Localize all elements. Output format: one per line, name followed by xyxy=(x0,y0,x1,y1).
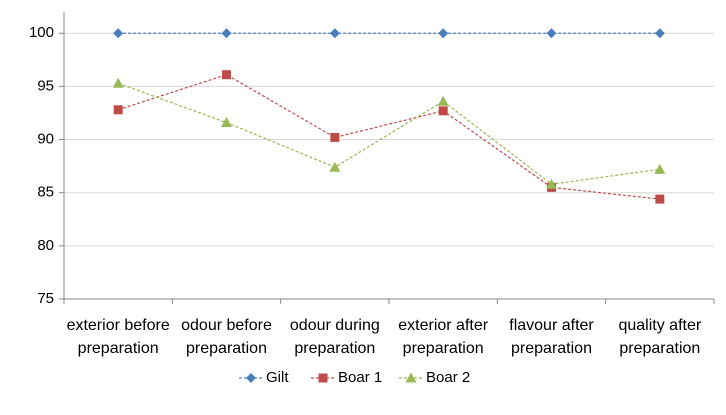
x-tick-label: odour before preparation xyxy=(181,317,272,357)
marker xyxy=(221,117,232,128)
marker xyxy=(438,28,449,39)
marker xyxy=(546,28,557,39)
marker xyxy=(318,373,328,383)
marker xyxy=(329,28,340,39)
x-tick-label: exterior before preparation xyxy=(66,317,170,357)
x-tick-label: flavour after preparation xyxy=(509,317,594,357)
marker xyxy=(112,77,124,88)
marker xyxy=(437,95,449,106)
y-tick-label: 75 xyxy=(37,290,54,307)
marker xyxy=(329,161,341,172)
y-tick-label: 95 xyxy=(37,77,54,94)
legend-label: Gilt xyxy=(266,369,289,386)
x-tick-label: quality after preparation xyxy=(618,317,702,357)
series-line xyxy=(117,82,660,185)
y-tick-label: 80 xyxy=(37,237,54,254)
legend-label: Boar 2 xyxy=(426,369,470,386)
marker xyxy=(113,28,124,39)
marker xyxy=(546,178,557,189)
marker xyxy=(654,28,665,39)
marker xyxy=(655,194,665,204)
x-tick-label: odour during preparation xyxy=(289,317,380,357)
marker xyxy=(221,28,232,39)
series-line xyxy=(117,74,660,200)
marker xyxy=(405,372,417,383)
marker xyxy=(113,105,123,115)
marker xyxy=(654,163,666,174)
x-tick-label: exterior after preparation xyxy=(398,317,489,357)
y-tick-label: 100 xyxy=(29,24,54,41)
legend-label: Boar 1 xyxy=(338,369,382,386)
marker xyxy=(246,373,256,383)
marker xyxy=(222,70,231,80)
marker xyxy=(330,132,340,142)
y-tick-label: 90 xyxy=(37,131,54,148)
marker xyxy=(438,106,448,116)
y-tick-label: 85 xyxy=(37,184,54,201)
